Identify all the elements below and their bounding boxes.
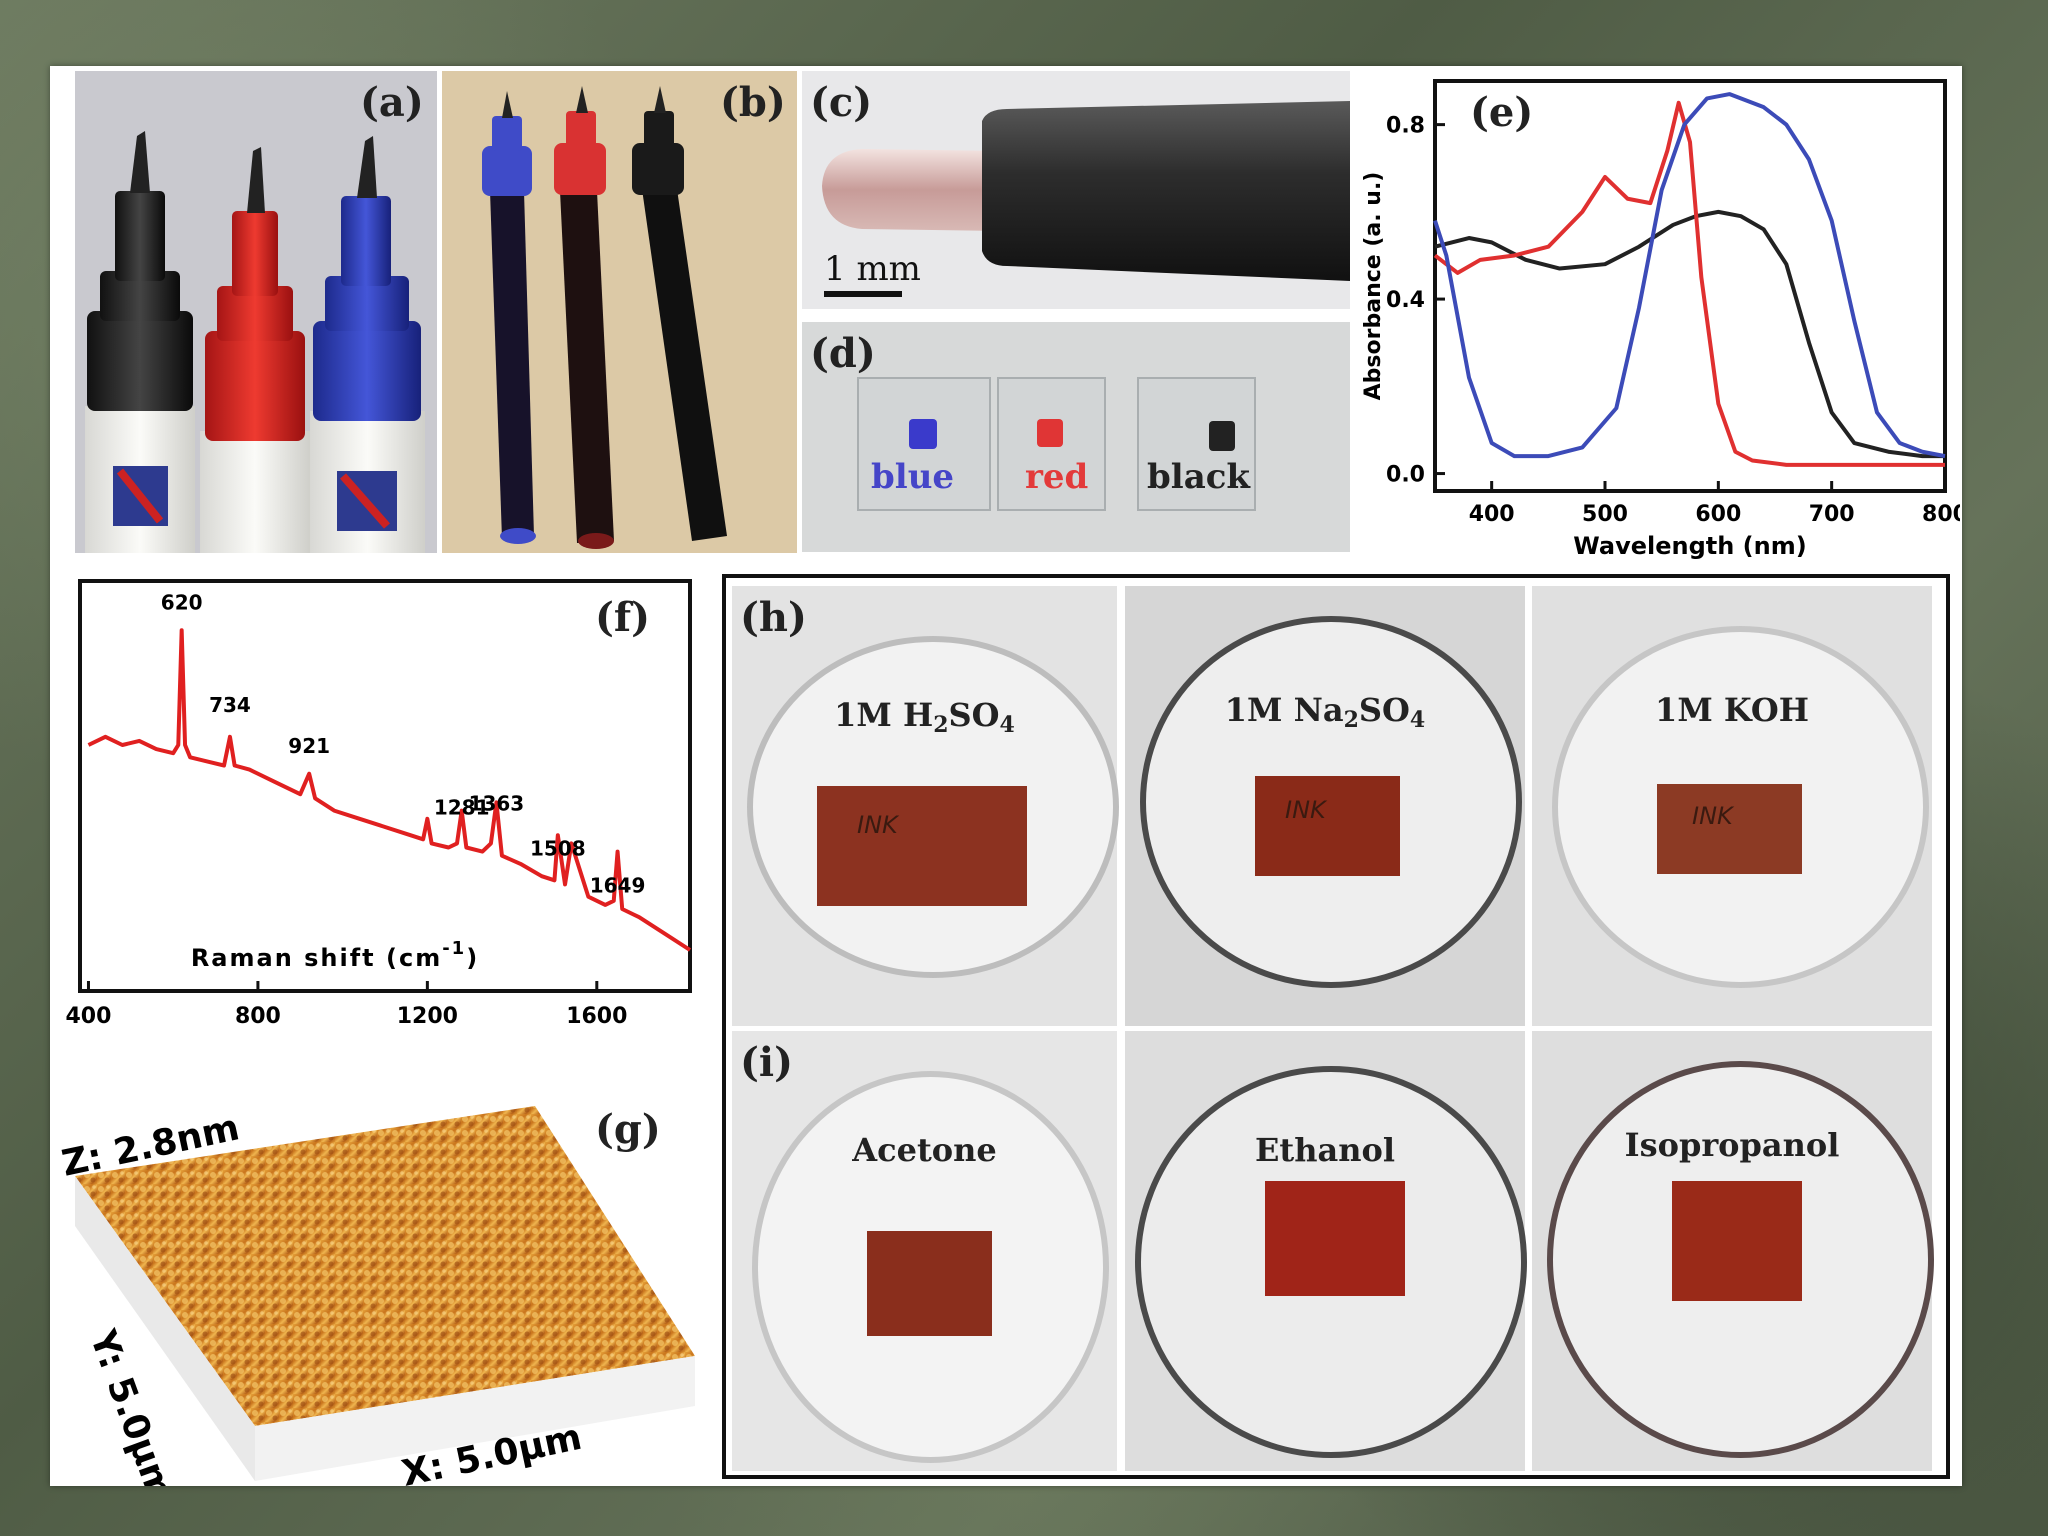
panel-d-label: (d): [810, 330, 876, 377]
f-xlabel: Raman shift (cm-1): [191, 938, 479, 972]
blue-ink-swatch: [909, 419, 937, 449]
f-peak-label: 921: [288, 734, 330, 758]
afm-surface: Z: 2.8nm Y: 5.0μm X: 5.0μm: [58, 1106, 695, 1486]
dish-i3: Isopropanol: [1532, 1031, 1934, 1471]
ink-film-i1: [867, 1231, 992, 1336]
sample-label-blue: blue: [871, 457, 955, 497]
black-pen-icon: [85, 131, 195, 553]
e-ytick-label: 0.4: [1386, 288, 1425, 313]
dish-i1: Acetone: [732, 1031, 1117, 1471]
panel-g: Z: 2.8nm Y: 5.0μm X: 5.0μm (g): [55, 1086, 705, 1486]
raman-frame: [78, 579, 692, 993]
dish-h2-label: 1M Na2SO4: [1224, 691, 1426, 733]
e-xtick-label: 700: [1809, 502, 1855, 527]
dish-h1: 1M H2SO4 INK: [732, 586, 1119, 1026]
scalebar-label: 1 mm: [824, 249, 921, 289]
black-refill-icon: [632, 86, 727, 541]
ink-film-h2: INK: [1255, 776, 1400, 876]
f-peak-label: 620: [161, 591, 203, 615]
panel-c-label: (c): [810, 79, 873, 126]
dish-h3: 1M KOH INK: [1532, 586, 1932, 1026]
refills-photo: [442, 71, 797, 553]
f-series-line: [87, 628, 692, 952]
f-xtick-label: 400: [66, 1004, 112, 1029]
e-series-line: [1433, 92, 1946, 459]
ink-film-h3: INK: [1657, 784, 1802, 874]
e-xlabel: Wavelength (nm): [1573, 532, 1806, 560]
e-ytick-label: 0.0: [1386, 463, 1425, 488]
e-series-line: [1433, 100, 1945, 467]
slide-blue: blue: [857, 377, 991, 511]
blue-pen-icon: [310, 136, 425, 553]
e-ytick-label: 0.8: [1386, 114, 1425, 139]
ink-film-i2: [1265, 1181, 1405, 1296]
figure-sheet: (a): [50, 66, 1962, 1486]
e-series-line: [1434, 209, 1945, 459]
dish-h2: 1M Na2SO4 INK: [1125, 586, 1525, 1026]
panel-i-label: (i): [740, 1039, 794, 1086]
e-xtick-label: 500: [1582, 502, 1628, 527]
afm-side-front: [255, 1356, 695, 1481]
panel-b-label: (b): [720, 79, 786, 126]
panel-a-label: (a): [360, 79, 424, 126]
pens-photo: [75, 71, 437, 553]
panel-e: 400 500 600 700 800 0.0 0.4 0.8 Wavelength (nm)…: [1355, 71, 1960, 571]
panel-g-label: (g): [595, 1106, 661, 1153]
black-ink-swatch: [1209, 421, 1235, 451]
e-xtick-label: 400: [1469, 502, 1515, 527]
scalebar-line: [824, 291, 902, 297]
f-xtick-label: 1200: [397, 1004, 458, 1029]
panel-f-label: (f): [595, 594, 651, 641]
ink-film-h1: INK: [817, 786, 1027, 906]
e-xtick-label: 800: [1922, 502, 1960, 527]
panel-i: Acetone Ethanol Isopropanol (i): [732, 1031, 1942, 1471]
f-xtick-label: 1600: [566, 1004, 627, 1029]
f-peak-label: 1363: [469, 792, 525, 816]
sample-label-black: black: [1147, 457, 1250, 497]
red-ink-swatch: [1037, 419, 1063, 447]
f-peak-label: 1281: [434, 796, 490, 820]
blue-refill-icon: [482, 91, 536, 544]
ink-film-i3: [1672, 1181, 1802, 1301]
red-pen-icon: [200, 147, 310, 553]
dish-h3-label: 1M KOH: [1655, 691, 1809, 729]
dish-i1-label: Acetone: [852, 1131, 997, 1169]
f-xtick-label: 800: [235, 1004, 281, 1029]
f-peak-label: 734: [209, 693, 251, 717]
panel-c: (c) 1 mm: [802, 71, 1350, 309]
slide-black: black: [1137, 377, 1256, 511]
panel-b: (b): [442, 71, 797, 553]
e-xtick-label: 600: [1695, 502, 1741, 527]
panel-h-label: (h): [740, 594, 807, 641]
panel-e-label: (e): [1470, 89, 1534, 136]
f-peak-label: 1508: [530, 837, 586, 861]
raman-chart: 400 800 1200 1600 620 734 921 1281136315081649…: [66, 579, 692, 1029]
afm-side-left: [75, 1176, 255, 1481]
slide-red: red: [997, 377, 1106, 511]
pen-tip-photo: [802, 71, 1350, 309]
panel-a: (a): [75, 71, 437, 553]
dish-i3-label: Isopropanol: [1624, 1126, 1840, 1164]
panel-h: 1M H2SO4 INK 1M Na2SO4 INK 1M KOH INK (h…: [732, 586, 1942, 1026]
dish-i2: Ethanol: [1125, 1031, 1527, 1471]
red-refill-icon: [554, 86, 614, 549]
e-ylabel: Absorbance (a. u.): [1361, 172, 1386, 401]
absorbance-chart: 400 500 600 700 800 0.0 0.4 0.8 Wavelength (nm)…: [1361, 79, 1960, 560]
afm-top-surface: [75, 1106, 695, 1426]
panel-f: 400 800 1200 1600 620 734 921 1281 1363 1508 1649…: [55, 566, 705, 1086]
f-peak-label: 1649: [590, 874, 646, 898]
dish-i2-label: Ethanol: [1255, 1131, 1395, 1169]
dish-h1-label: 1M H2SO4: [834, 696, 1015, 738]
sample-label-red: red: [1025, 457, 1089, 497]
panel-d: (d) blue red black: [802, 322, 1350, 552]
